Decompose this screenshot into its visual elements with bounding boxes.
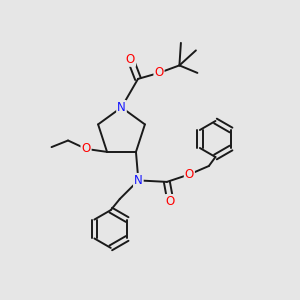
- Text: N: N: [134, 174, 143, 187]
- Text: O: O: [126, 53, 135, 66]
- Text: O: O: [154, 66, 164, 80]
- Text: N: N: [117, 101, 126, 114]
- Text: O: O: [81, 142, 91, 155]
- Text: O: O: [185, 168, 194, 181]
- Text: O: O: [166, 195, 175, 208]
